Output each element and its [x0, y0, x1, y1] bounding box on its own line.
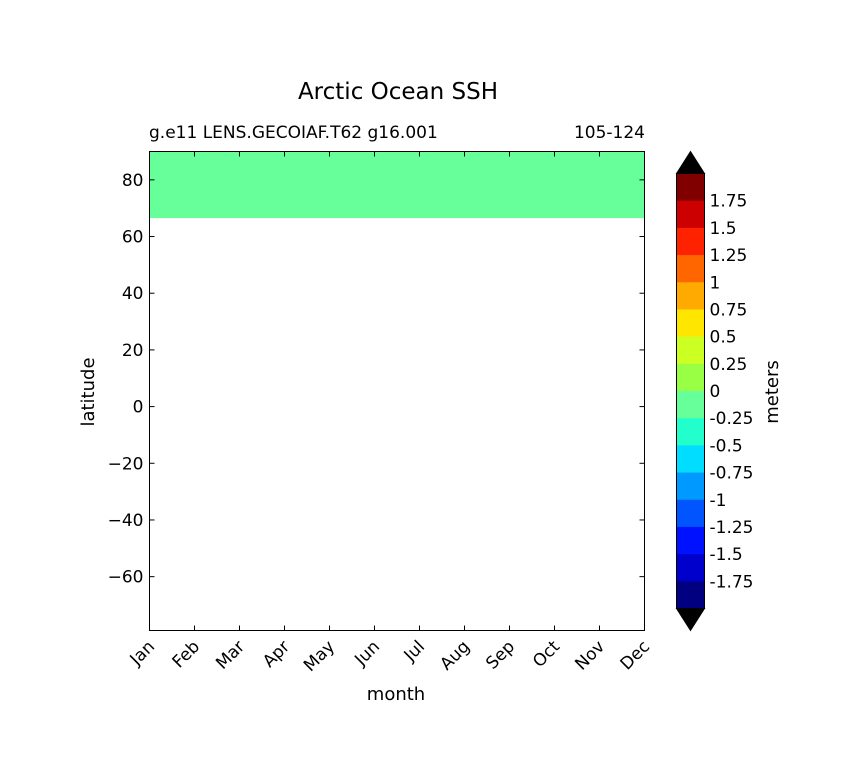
x-tick-label: Dec	[617, 637, 654, 674]
colorbar-segment	[676, 282, 705, 310]
x-tick-label: Sep	[482, 637, 519, 674]
colorbar-segment	[676, 526, 705, 555]
colorbar-segment	[676, 309, 705, 338]
x-tick-label: May	[300, 637, 339, 676]
colorbar-segment	[676, 554, 705, 582]
x-tick-label: Nov	[571, 637, 609, 675]
colorbar-tick-label: 1	[710, 273, 721, 293]
colorbar-tick-labels: 1.75 1.5 1.25 1 0.75 0.5 0.25 0 -0.25 -0.5 -0.75 -1…	[710, 192, 754, 593]
colorbar-segment	[676, 581, 705, 609]
x-axis-label: month	[367, 684, 425, 705]
colorbar-tick-label: -1	[710, 491, 727, 511]
heatmap-band	[149, 151, 645, 219]
colorbar-segment	[676, 363, 705, 392]
colorbar-segment	[676, 227, 705, 256]
colorbar-segment	[676, 445, 705, 474]
x-tick-label: Jun	[350, 637, 384, 671]
y-tick-label: 40	[122, 284, 144, 304]
plot-frame	[149, 151, 645, 631]
x-tick-label: Aug	[436, 637, 474, 675]
colorbar-tick-label: 1.25	[710, 246, 748, 266]
colorbar-tick-label: -0.75	[710, 464, 754, 484]
y-tick-label: −40	[108, 511, 144, 531]
heatmap-band-layer	[149, 151, 645, 219]
plot-background	[149, 151, 645, 631]
colorbar-tick-label: -1.25	[710, 518, 754, 538]
colorbar-segment	[676, 173, 705, 202]
colorbar-tick-label: -1.75	[710, 572, 754, 592]
y-tick-label: 0	[133, 398, 144, 418]
chart-title: Arctic Ocean SSH	[298, 79, 498, 105]
colorbar-extend-min	[675, 608, 706, 632]
y-tick-label: 60	[122, 228, 144, 248]
colorbar	[675, 150, 706, 632]
colorbar-tick-label: 1.75	[710, 192, 748, 212]
colorbar-segment	[676, 472, 705, 501]
chart-subtitle-left: g.e11 LENS.GECOIAF.T62 g16.001	[149, 123, 438, 143]
colorbar-tick-label: -0.5	[710, 436, 743, 456]
colorbar-segment	[676, 418, 705, 446]
y-axis-label: latitude	[78, 357, 99, 426]
colorbar-frame	[676, 173, 705, 609]
colorbar-segment	[676, 499, 705, 528]
colorbar-segment	[676, 255, 705, 283]
colorbar-tick-label: 0.75	[710, 300, 748, 320]
x-tick-label: Apr	[259, 637, 294, 672]
colorbar-tick-label: 0.25	[710, 355, 748, 375]
x-tick-label: Mar	[212, 637, 249, 674]
colorbar-segment	[676, 200, 705, 229]
colorbar-tick-label: 0.5	[710, 328, 737, 348]
x-tick-label: Feb	[169, 637, 204, 672]
x-tick-label: Oct	[529, 637, 564, 672]
colorbar-tick-label: 0	[710, 382, 721, 402]
y-tick-labels: 80 60 40 20 0 −20 −40 −60	[108, 171, 144, 588]
colorbar-segment	[676, 336, 705, 365]
x-tick-label: Jul	[400, 637, 429, 666]
colorbar-label: meters	[762, 360, 783, 424]
chart-subtitle-right: 105-124	[574, 123, 645, 143]
colorbar-tick-label: -0.25	[710, 409, 754, 429]
colorbar-tick-label: -1.5	[710, 545, 743, 565]
x-tick-label: Jan	[126, 637, 159, 670]
y-tick-label: −20	[108, 454, 144, 474]
y-tick-label: −60	[108, 568, 144, 588]
x-tick-labels: Jan Feb Mar Apr May Jun Jul Aug Sep Oct Nov Dec	[126, 637, 654, 676]
colorbar-tick-label: 1.5	[710, 219, 737, 239]
y-tick-label: 20	[122, 341, 144, 361]
y-tick-label: 80	[122, 171, 144, 191]
colorbar-extend-max	[675, 150, 706, 174]
colorbar-segment	[676, 391, 705, 419]
